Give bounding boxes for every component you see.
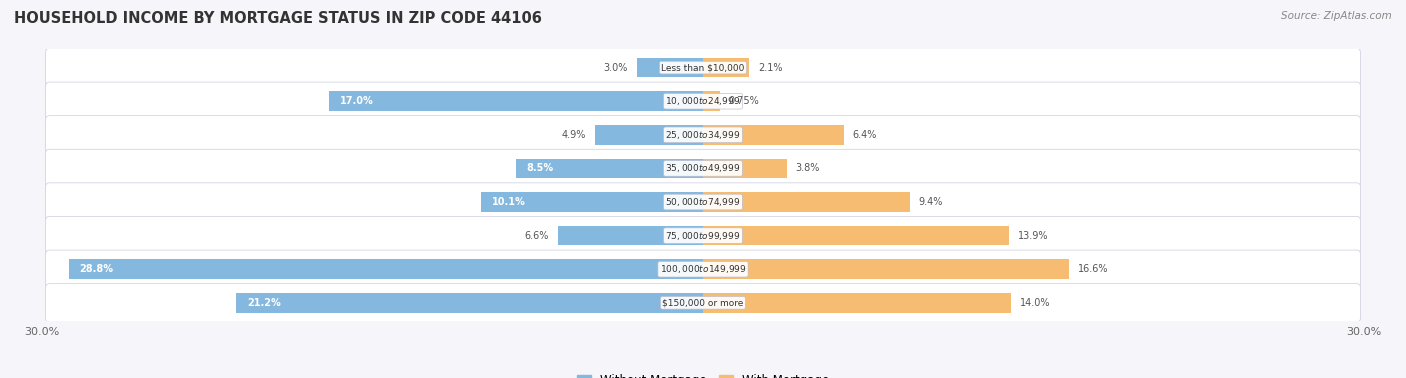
Text: 10.1%: 10.1% — [492, 197, 526, 207]
Bar — [481, 192, 703, 212]
Text: $75,000 to $99,999: $75,000 to $99,999 — [665, 229, 741, 242]
Text: 17.0%: 17.0% — [339, 96, 374, 106]
Text: 21.2%: 21.2% — [247, 298, 281, 308]
Bar — [703, 58, 749, 77]
Legend: Without Mortgage, With Mortgage: Without Mortgage, With Mortgage — [572, 369, 834, 378]
FancyBboxPatch shape — [45, 217, 1361, 255]
Text: Less than $10,000: Less than $10,000 — [661, 63, 745, 72]
Bar — [558, 226, 703, 245]
Bar — [703, 125, 844, 144]
Text: $150,000 or more: $150,000 or more — [662, 298, 744, 307]
FancyBboxPatch shape — [45, 284, 1361, 322]
Bar — [69, 259, 703, 279]
Text: 16.6%: 16.6% — [1077, 264, 1108, 274]
Text: $25,000 to $34,999: $25,000 to $34,999 — [665, 129, 741, 141]
Text: 8.5%: 8.5% — [527, 163, 554, 174]
FancyBboxPatch shape — [45, 82, 1361, 120]
Bar — [637, 58, 703, 77]
FancyBboxPatch shape — [45, 183, 1361, 221]
Text: $50,000 to $74,999: $50,000 to $74,999 — [665, 196, 741, 208]
FancyBboxPatch shape — [45, 149, 1361, 187]
Bar — [703, 293, 1011, 313]
Text: 4.9%: 4.9% — [562, 130, 586, 140]
Text: 9.4%: 9.4% — [920, 197, 943, 207]
Text: 28.8%: 28.8% — [80, 264, 114, 274]
Text: $100,000 to $149,999: $100,000 to $149,999 — [659, 263, 747, 275]
Text: 13.9%: 13.9% — [1018, 231, 1049, 241]
Text: 14.0%: 14.0% — [1021, 298, 1050, 308]
Text: HOUSEHOLD INCOME BY MORTGAGE STATUS IN ZIP CODE 44106: HOUSEHOLD INCOME BY MORTGAGE STATUS IN Z… — [14, 11, 541, 26]
Bar — [329, 91, 703, 111]
Text: 6.4%: 6.4% — [853, 130, 877, 140]
Bar — [516, 159, 703, 178]
Bar — [703, 159, 787, 178]
Bar — [703, 192, 910, 212]
Text: 6.6%: 6.6% — [524, 231, 548, 241]
Bar — [703, 226, 1010, 245]
Text: Source: ZipAtlas.com: Source: ZipAtlas.com — [1281, 11, 1392, 21]
Text: 3.8%: 3.8% — [796, 163, 820, 174]
FancyBboxPatch shape — [45, 116, 1361, 154]
FancyBboxPatch shape — [45, 48, 1361, 87]
Text: 0.75%: 0.75% — [728, 96, 759, 106]
Bar — [703, 91, 720, 111]
Text: 2.1%: 2.1% — [758, 63, 783, 73]
Text: $10,000 to $24,999: $10,000 to $24,999 — [665, 95, 741, 107]
Text: $35,000 to $49,999: $35,000 to $49,999 — [665, 163, 741, 174]
Bar — [703, 259, 1069, 279]
FancyBboxPatch shape — [45, 250, 1361, 288]
Text: 3.0%: 3.0% — [603, 63, 628, 73]
Bar — [236, 293, 703, 313]
Bar — [595, 125, 703, 144]
